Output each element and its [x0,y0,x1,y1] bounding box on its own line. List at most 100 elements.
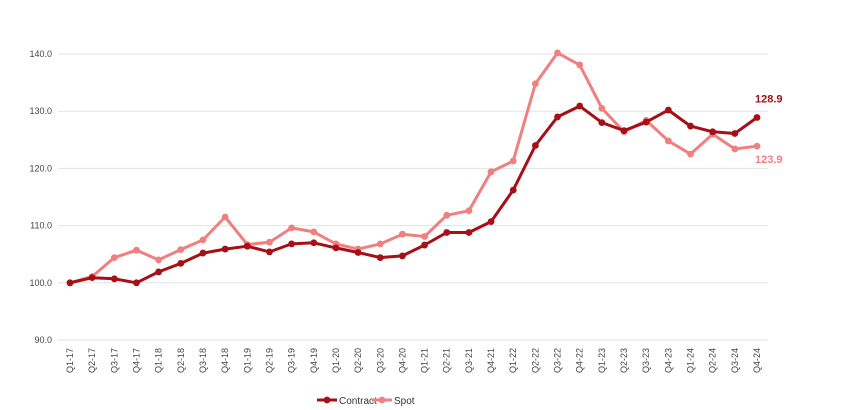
x-tick-label: Q3-17 [109,348,119,373]
spot-point [487,168,495,176]
contract-point [266,248,273,256]
x-tick-label: Q2-18 [176,348,186,373]
spot-point [199,236,207,244]
contract-point [554,113,561,121]
contract-point [465,229,473,236]
x-tick-label: Q1-20 [331,348,341,373]
legend-swatch-marker [323,396,331,404]
spot-point [266,238,273,246]
x-tick-label: Q2-21 [442,348,452,373]
x-tick-label: Q4-23 [663,348,673,373]
x-tick-label: Q4-19 [309,348,319,373]
series-lines [66,49,761,287]
contract-point [110,275,118,283]
y-tick-label: 130.0 [29,106,52,116]
spot-point [221,213,229,221]
spot-point [531,80,539,88]
spot-point [509,157,517,165]
spot-point [376,240,384,248]
contract-point [243,242,251,250]
x-tick-label: Q4-21 [486,348,496,373]
x-tick-label: Q2-20 [353,348,363,373]
contract-point [664,106,672,114]
x-tick-label: Q4-17 [131,348,141,373]
x-axis-ticks: Q1-17 Q2-17 Q3-17 Q4-17 Q1-18 Q2-18 Q3-18 Q4-18… [65,348,762,373]
spot-point [288,224,296,232]
contract-point [509,186,517,194]
x-tick-label: Q3-22 [553,348,563,373]
spot-point [731,145,739,153]
x-tick-label: Q1-24 [686,348,696,373]
spot-point [155,256,163,264]
end-labels: 128.9 123.9 [755,93,783,166]
contract-point [221,245,229,253]
x-tick-label: Q1-21 [420,348,430,373]
x-tick-label: Q2-24 [708,348,718,373]
contract-point [709,128,717,136]
contract-point [487,218,495,225]
x-tick-label: Q3-21 [464,348,474,373]
spot-point [177,246,185,254]
spot-point [465,207,473,215]
gridlines [58,53,768,341]
x-tick-label: Q1-17 [65,348,75,373]
spot-point [310,228,318,236]
contract-point [288,240,296,248]
contract-point [310,239,318,247]
spot-point [133,246,140,254]
spot-point [399,230,406,238]
spot-point [598,104,606,112]
contract-point [443,229,451,236]
x-tick-label: Q3-19 [287,348,297,373]
spot-point [576,61,584,69]
spot-point [753,142,761,150]
contract-point [199,249,207,257]
contract-line [68,104,759,285]
spot-point [421,233,428,240]
contract-point [687,122,694,130]
x-tick-label: Q3-20 [375,348,385,373]
y-tick-label: 110.0 [30,221,52,231]
x-tick-label: Q4-20 [397,348,407,373]
x-tick-label: Q2-22 [530,348,540,373]
y-tick-label: 100.0 [29,278,52,288]
x-tick-label: Q3-24 [730,348,740,373]
legend-label: Spot [394,396,415,407]
spot-end-label: 123.9 [755,154,783,166]
contract-point [66,279,74,287]
contract-point [399,252,406,260]
x-tick-label: Q3-23 [641,348,651,373]
legend-label: Contract [339,396,377,407]
series-contract [66,102,761,287]
x-tick-label: Q4-24 [752,348,762,373]
contract-point [177,259,185,267]
legend-item-spot: Spot [372,396,415,407]
contract-point [576,102,584,110]
x-tick-label: Q2-17 [87,348,97,373]
y-axis-ticks: 90.0 100.0 110.0 120.0 130.0 140.0 [29,49,52,345]
x-tick-label: Q1-19 [242,348,252,373]
contract-point [753,114,761,121]
contract-point [598,119,606,127]
x-tick-label: Q1-22 [508,348,518,373]
contract-point [421,241,428,249]
spot-point [110,254,118,262]
x-tick-label: Q1-18 [154,348,164,373]
x-tick-label: Q4-22 [575,348,585,373]
contract-point [376,254,384,262]
x-tick-label: Q2-19 [264,348,274,373]
spot-point [687,150,694,158]
contract-point [155,268,163,276]
x-tick-label: Q3-18 [198,348,208,373]
y-tick-label: 120.0 [29,163,52,173]
spot-point [664,137,672,145]
contract-point [531,142,539,149]
contract-point [620,127,628,135]
spot-line [68,51,759,285]
contract-point [88,274,96,282]
contract-point [642,118,650,126]
spot-point [443,211,451,219]
x-tick-label: Q2-23 [619,348,629,373]
